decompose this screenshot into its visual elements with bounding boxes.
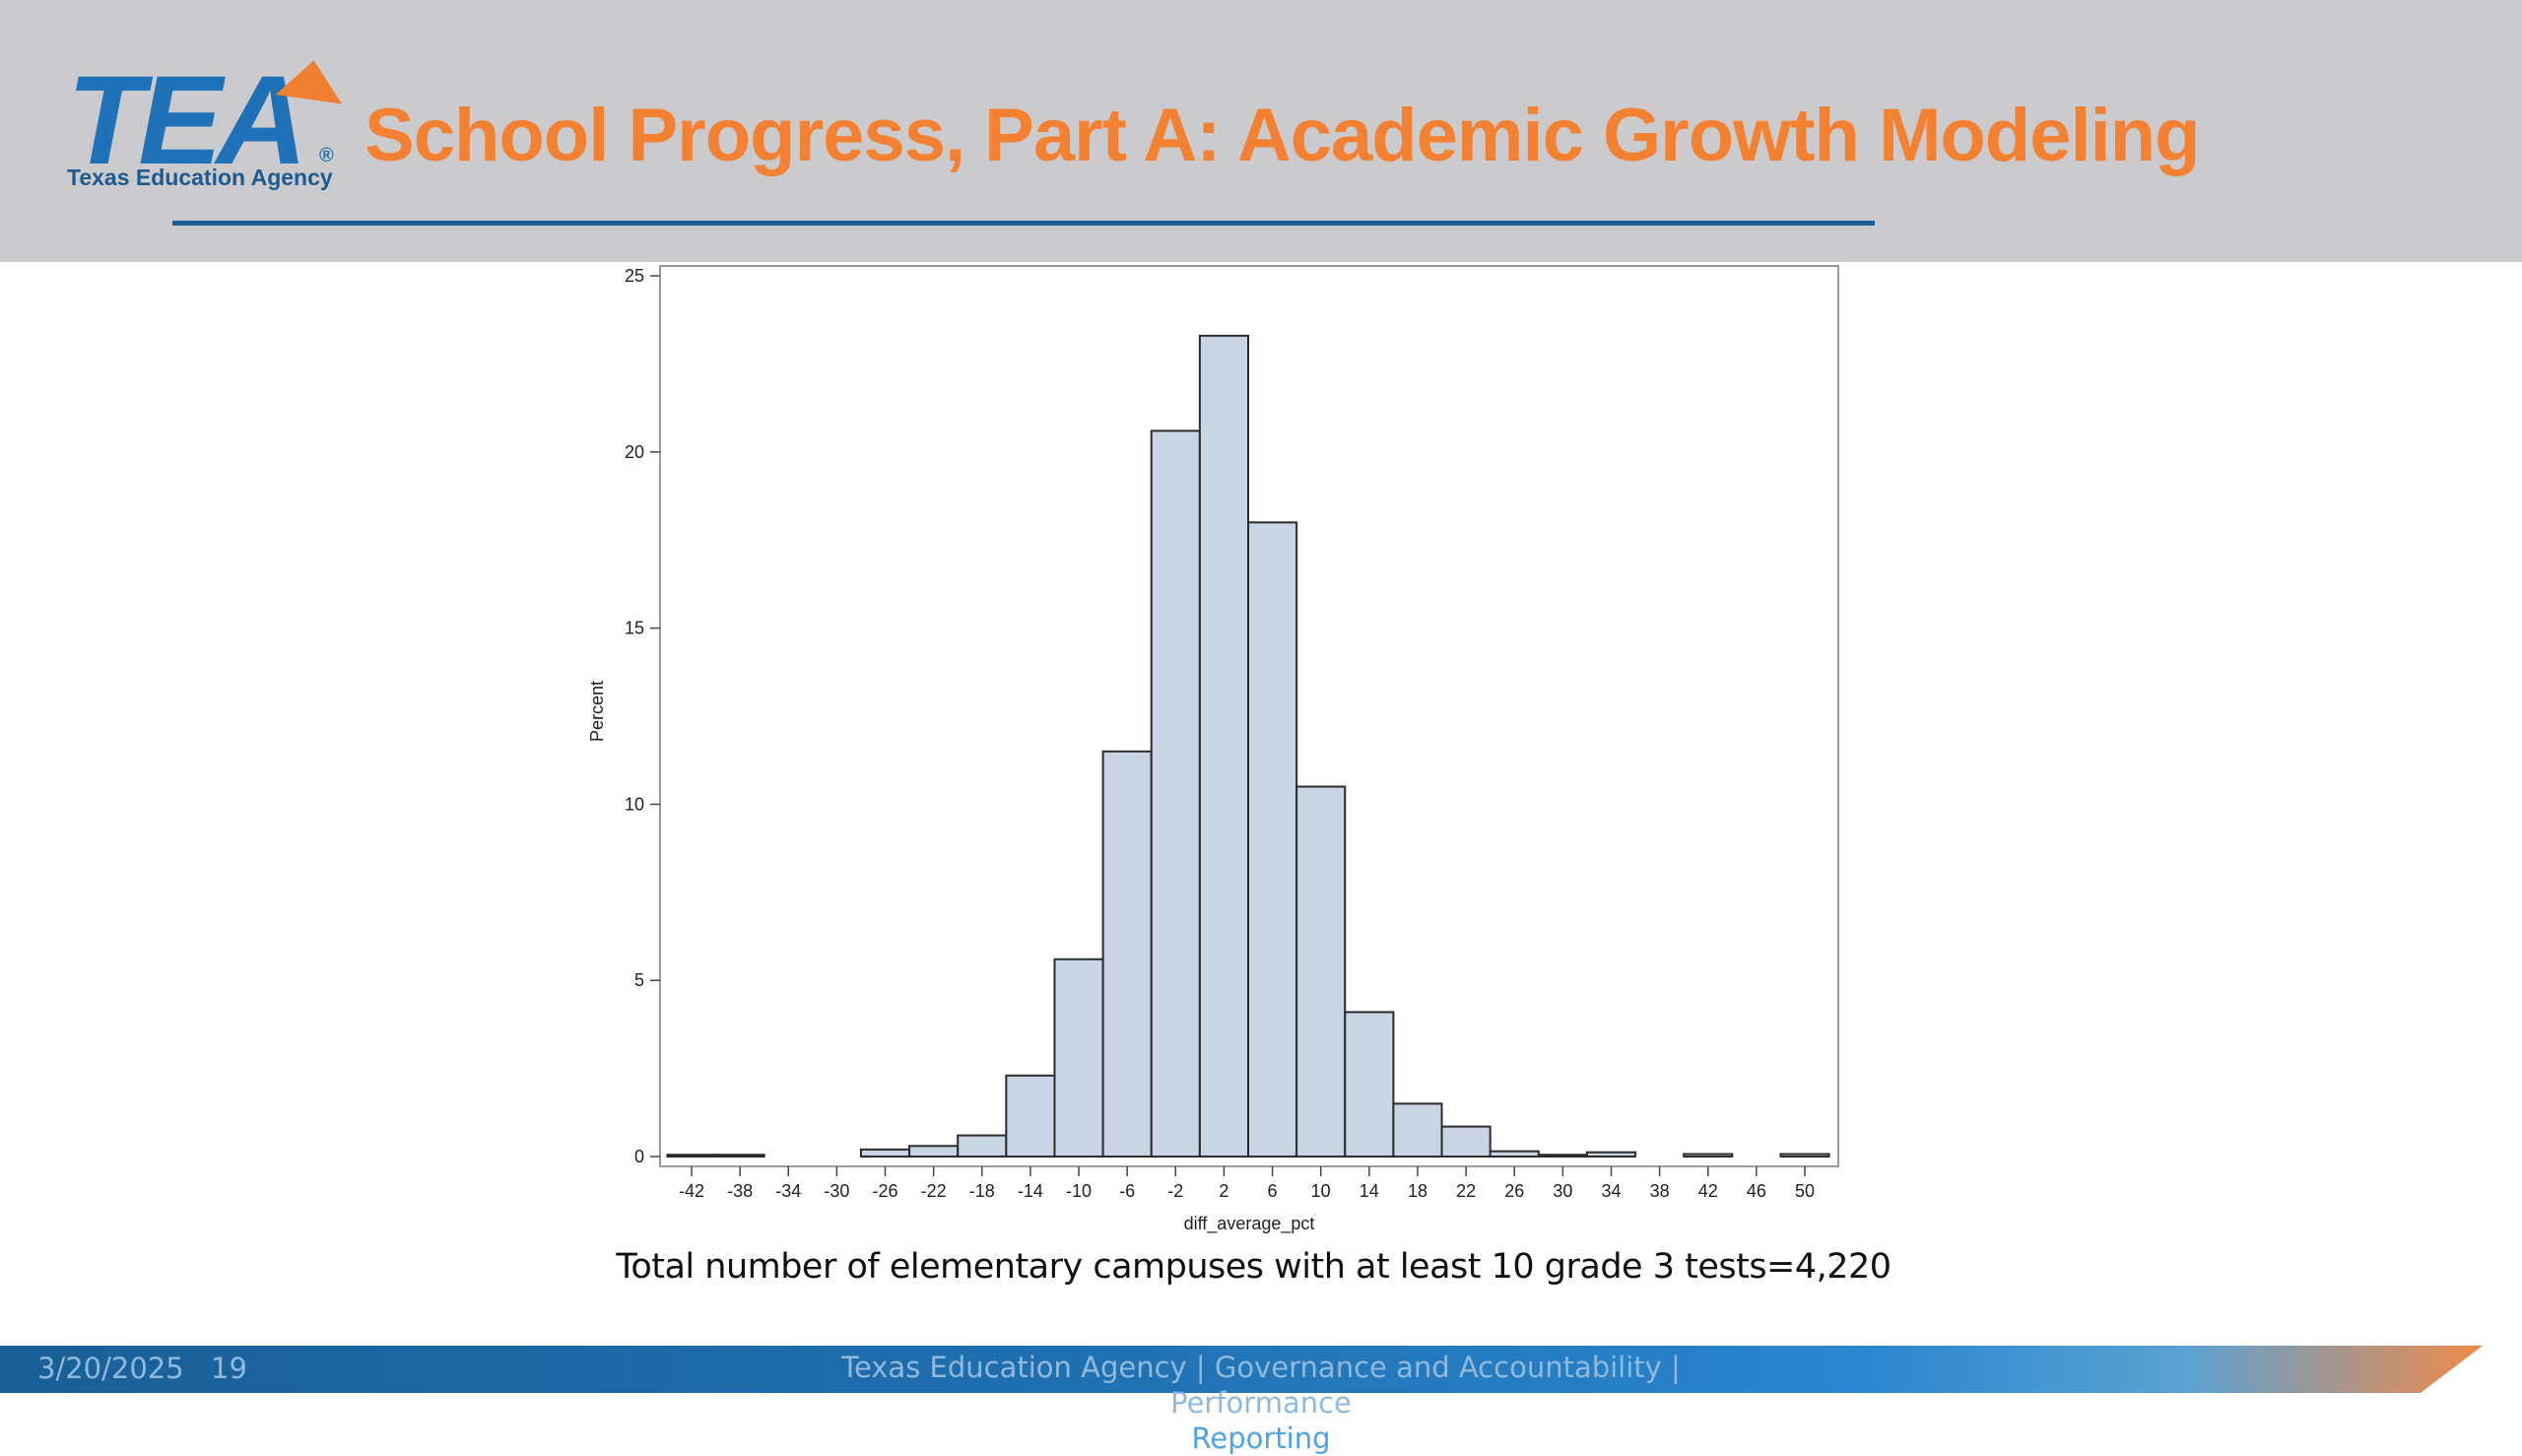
footer-band — [0, 1346, 2483, 1393]
x-tick-label: 2 — [1219, 1181, 1228, 1201]
histogram-bar — [1537, 1154, 1588, 1158]
x-tick-label: -30 — [824, 1181, 849, 1201]
x-tick-label: -26 — [873, 1181, 898, 1201]
x-tick-label: -22 — [921, 1181, 947, 1201]
x-tick-label: -2 — [1167, 1181, 1183, 1201]
histogram-bar — [1247, 521, 1298, 1158]
slide-title: School Progress, Part A: Academic Growth… — [365, 94, 2201, 177]
histogram-bar — [1150, 430, 1201, 1158]
footer-text-line2: Reporting — [1191, 1422, 1331, 1455]
x-tick-label: 30 — [1553, 1181, 1572, 1201]
y-tick-label: 5 — [634, 970, 644, 990]
chart-caption: Total number of elementary campuses with… — [616, 1247, 1892, 1287]
histogram-bar — [1440, 1125, 1492, 1158]
footer-text-line1: Texas Education Agency | Governance and … — [841, 1351, 1681, 1420]
histogram-bar — [1779, 1153, 1830, 1158]
histogram-bar — [1295, 785, 1347, 1158]
histogram-bar — [1585, 1151, 1637, 1158]
histogram-bar — [1101, 750, 1153, 1158]
plot-frame — [659, 265, 1839, 1167]
logo-wordmark: TEA — [67, 50, 307, 191]
x-tick-label: 10 — [1311, 1181, 1331, 1201]
histogram-bar — [957, 1134, 1008, 1158]
title-underline — [172, 221, 1875, 226]
y-tick-label: 0 — [634, 1147, 644, 1166]
x-tick-label: 22 — [1456, 1181, 1476, 1201]
histogram-bar — [1489, 1150, 1540, 1158]
x-tick-label: -38 — [727, 1181, 753, 1201]
x-tick-label: 34 — [1601, 1181, 1621, 1201]
tea-logo: TEA ® Texas Education Agency — [61, 54, 357, 202]
histogram-bar — [1392, 1102, 1443, 1158]
y-axis-label: Percent — [587, 681, 607, 742]
x-tick-label: -34 — [775, 1181, 801, 1201]
histogram-bar — [1005, 1074, 1056, 1158]
y-tick-label: 25 — [625, 266, 644, 286]
histogram-bar — [1198, 334, 1250, 1158]
x-tick-label: 18 — [1408, 1181, 1427, 1201]
logo-subtitle: Texas Education Agency — [67, 165, 333, 190]
x-tick-label: 26 — [1504, 1181, 1524, 1201]
histogram-bar — [1683, 1153, 1734, 1158]
histogram-bar — [859, 1148, 911, 1158]
x-tick-label: 46 — [1747, 1181, 1766, 1201]
x-axis-label: diff_average_pct — [1184, 1214, 1315, 1233]
y-tick-label: 10 — [625, 794, 644, 814]
x-tick-label: 50 — [1795, 1181, 1815, 1201]
histogram-bar — [908, 1145, 960, 1158]
histogram-bar — [666, 1154, 717, 1158]
y-tick-label: 20 — [625, 442, 644, 462]
slide-number: 19 — [211, 1352, 247, 1385]
x-tick-label: -10 — [1066, 1181, 1092, 1201]
x-tick-label: -42 — [679, 1181, 704, 1201]
x-tick-label: -14 — [1018, 1181, 1043, 1201]
histogram-chart: 0 5 10 15 20 25 -42 -38 -34 -30 -26 -22 -18 -14 -10 -6… — [552, 258, 1872, 1234]
header-band: TEA ® Texas Education Agency School Prog… — [0, 0, 2522, 262]
histogram-bar — [1344, 1011, 1395, 1158]
x-tick-label: -6 — [1119, 1181, 1135, 1201]
footer-text: Texas Education Agency | Governance and … — [749, 1350, 1773, 1456]
x-tick-label: -18 — [969, 1181, 995, 1201]
x-tick-label: 14 — [1360, 1181, 1379, 1201]
y-tick-label: 15 — [625, 619, 644, 638]
registered-mark-icon: ® — [319, 145, 334, 166]
x-tick-label: 42 — [1698, 1181, 1718, 1201]
x-tick-label: 6 — [1268, 1181, 1278, 1201]
histogram-bar — [1053, 958, 1104, 1158]
histogram-bar — [714, 1154, 765, 1158]
x-tick-label: 38 — [1650, 1181, 1670, 1201]
footer-date: 3/20/2025 — [37, 1352, 184, 1385]
